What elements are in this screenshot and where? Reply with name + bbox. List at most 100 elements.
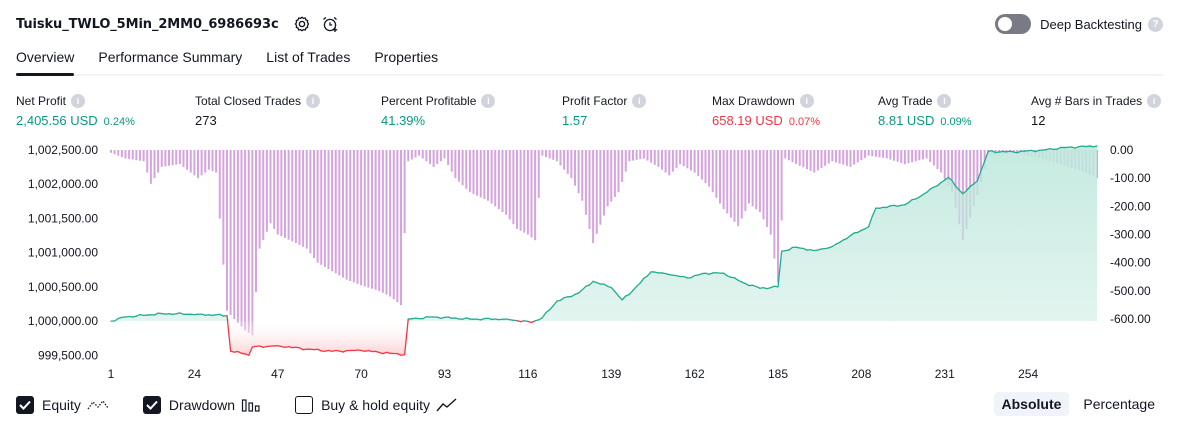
info-icon[interactable]: i	[1147, 94, 1162, 108]
x-axis-tick: 93	[438, 367, 452, 381]
drawdown-bar	[490, 150, 493, 204]
equity-line-segment	[944, 176, 950, 181]
equity-line-segment	[726, 275, 732, 278]
info-icon[interactable]: i	[632, 94, 647, 108]
equity-line-segment	[947, 176, 953, 182]
drawdown-bar	[621, 150, 624, 182]
drawdown-bar	[342, 150, 344, 278]
equity-line-segment	[226, 314, 232, 352]
drawdown-bar	[864, 150, 866, 158]
drawdown-bar	[483, 150, 486, 200]
equity-line-segment	[530, 320, 536, 324]
info-icon[interactable]: i	[306, 94, 321, 108]
drawdown-bar	[802, 150, 805, 168]
drawdown-bar	[642, 150, 645, 159]
drawdown-bar	[287, 150, 290, 240]
series-toggles: Equity Drawdown Buy & hold equity	[16, 394, 492, 416]
drawdown-bar	[545, 150, 547, 158]
drawdown-toggle[interactable]: Drawdown	[142, 396, 261, 414]
equity-line-segment	[621, 295, 627, 301]
buy-hold-toggle[interactable]: Buy & hold equity	[295, 396, 458, 414]
equity-line-segment	[135, 313, 141, 317]
equity-line-segment	[954, 185, 960, 191]
drawdown-bar	[320, 150, 323, 265]
equity-toggle[interactable]: Equity	[16, 396, 109, 414]
equity-checkbox[interactable]	[16, 396, 34, 414]
drawdown-bar	[233, 150, 236, 320]
info-icon[interactable]: i	[71, 94, 86, 108]
drawdown-bar	[748, 150, 750, 204]
drawdown-bar	[265, 150, 268, 232]
equity-area-positive	[111, 145, 1097, 322]
drawdown-bar	[791, 150, 794, 163]
equity-line-segment	[907, 198, 913, 204]
drawdown-bar	[679, 150, 682, 165]
equity-line-segment	[625, 293, 631, 297]
drawdown-bar	[570, 150, 573, 179]
drawdown-bar	[762, 150, 765, 220]
drawdown-bar	[918, 150, 921, 161]
drawdown-bar	[273, 150, 276, 229]
drawdown-bar	[425, 150, 428, 162]
buy-hold-checkbox[interactable]	[295, 396, 314, 414]
equity-line-segment	[632, 285, 638, 291]
tab-performance-summary[interactable]: Performance Summary	[98, 49, 243, 65]
metric-percent-profitable: Percent Profitable i 41.39%	[381, 93, 496, 129]
equity-line-segment	[639, 277, 645, 284]
info-icon[interactable]: i	[937, 94, 952, 108]
drawdown-bar	[969, 150, 972, 218]
drawdown-bar	[146, 150, 149, 173]
metric-value: 1.57	[562, 113, 588, 128]
drawdown-bar	[653, 150, 656, 165]
equity-line-segment	[958, 189, 964, 195]
equity-line-segment	[316, 348, 322, 352]
equity-line-segment	[545, 309, 551, 314]
metric-percent: 0.09%	[940, 116, 972, 128]
info-icon[interactable]: i	[481, 94, 496, 108]
drawdown-bar	[338, 150, 341, 276]
percentage-button[interactable]: Percentage	[1083, 396, 1155, 412]
equity-drawdown-chart[interactable]: 1,002,500.00 1,002,000.00 1,001,500.00 1,00…	[0, 138, 1179, 384]
drawdown-bar	[606, 150, 609, 207]
equity-line-segment	[871, 207, 877, 217]
gear-icon[interactable]	[291, 13, 313, 35]
drawdown-bar	[704, 150, 707, 184]
help-icon[interactable]: ?	[1148, 16, 1163, 32]
alarm-add-icon[interactable]	[319, 13, 341, 35]
deep-backtesting-toggle[interactable]	[995, 14, 1032, 34]
equity-line-segment	[980, 160, 986, 172]
drawdown-bar	[541, 150, 544, 156]
equity-line-segment	[733, 277, 739, 281]
drawdown-checkbox[interactable]	[142, 396, 161, 414]
metric-value: 273	[195, 113, 217, 128]
x-axis-tick: 185	[768, 367, 788, 381]
equity-line-segment	[422, 316, 428, 320]
drawdown-bar	[700, 150, 703, 180]
tab-list-of-trades[interactable]: List of Trades	[266, 49, 351, 65]
info-icon[interactable]: i	[799, 94, 814, 108]
drawdown-bar	[142, 150, 145, 162]
equity-line-segment	[976, 170, 982, 182]
tab-properties[interactable]: Properties	[374, 49, 439, 65]
strategy-title: Tuisku_TWLO_5Min_2MM0_6986693c	[16, 16, 279, 32]
drawdown-bar	[885, 150, 888, 159]
drawdown-bar	[878, 150, 881, 158]
drawdown-bar	[889, 150, 892, 160]
drawdown-bar	[414, 150, 417, 158]
equity-line-segment	[113, 317, 119, 322]
drawdown-bar	[360, 150, 363, 286]
absolute-button[interactable]: Absolute	[993, 392, 1070, 416]
drawdown-bar	[711, 150, 714, 193]
drawdown-bar	[874, 150, 877, 157]
tab-overview[interactable]: Overview	[16, 44, 75, 76]
drawdown-bar	[157, 150, 160, 173]
drawdown-bar	[501, 150, 504, 212]
drawdown-bar	[719, 150, 721, 204]
equity-line-segment	[755, 285, 761, 289]
x-axis-tick: 162	[685, 367, 705, 381]
drawdown-bar	[280, 150, 283, 237]
left-axis-tick: 1,001,500.00	[28, 211, 98, 225]
drawdown-bar	[378, 150, 381, 291]
drawdown-bar	[766, 150, 769, 228]
drawdown-bar	[418, 150, 421, 156]
